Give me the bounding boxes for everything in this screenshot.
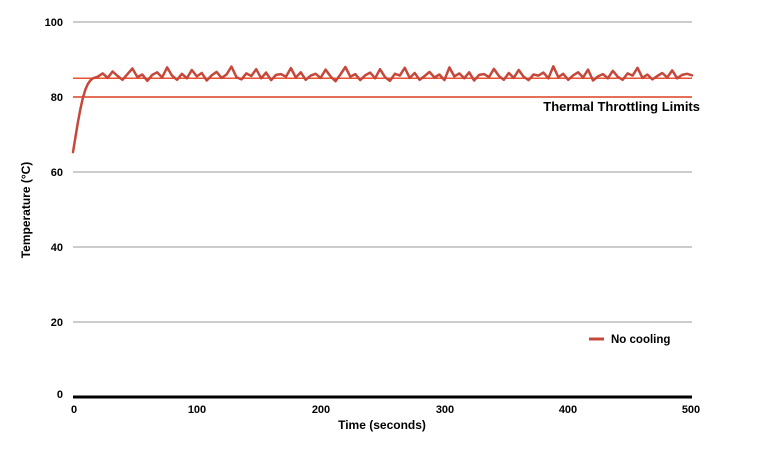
y-tick-label: 40 — [51, 242, 63, 254]
y-tick-label: 100 — [45, 17, 63, 29]
x-axis-title: Time (seconds) — [338, 418, 426, 432]
y-tick-label: 80 — [51, 92, 63, 104]
series-lines — [71, 65, 694, 154]
x-tick-label: 0 — [71, 404, 77, 416]
series-line-no-cooling — [71, 65, 694, 154]
thermal-throttling-limits-label: Thermal Throttling Limits — [543, 99, 700, 114]
x-tick-label: 500 — [682, 404, 700, 416]
y-tick-label: 60 — [51, 167, 63, 179]
x-tick-label: 200 — [312, 404, 330, 416]
y-tick-label: 20 — [51, 317, 63, 329]
gridlines — [73, 21, 692, 323]
y-axis-title: Temperature (°C) — [19, 162, 33, 259]
x-tick-label: 300 — [436, 404, 454, 416]
thermal-limit-lines — [73, 77, 692, 98]
y-tick-label: 0 — [57, 389, 63, 401]
x-tick-label: 400 — [559, 404, 577, 416]
legend: No cooling — [589, 334, 670, 346]
x-tick-label: 100 — [188, 404, 206, 416]
legend-label: No cooling — [611, 334, 670, 346]
